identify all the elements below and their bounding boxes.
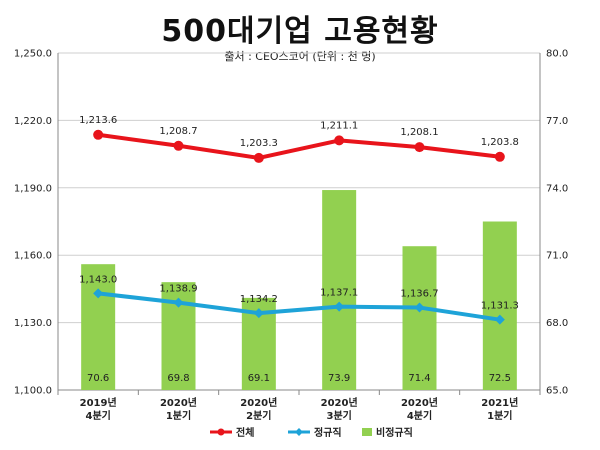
data-point [414,142,425,153]
bar [402,246,437,390]
legend-marker [217,428,225,436]
right-tick-label: 77.0 [546,116,568,127]
bar-value-label: 70.6 [87,373,109,384]
bar-value-label: 71.4 [408,373,430,384]
data-point [253,308,264,319]
data-label: 1,137.1 [320,288,358,299]
legend-label: 정규직 [314,426,342,439]
x-tick-label: 2021년 [481,396,518,409]
data-point [93,288,104,299]
data-point [494,314,505,325]
left-tick-label: 1,130.0 [14,318,52,329]
data-point [334,301,345,312]
x-tick-label: 1분기 [487,409,512,422]
x-tick-label: 2020년 [160,396,197,409]
right-tick-label: 71.0 [546,251,568,262]
legend-marker [295,428,303,436]
bar-value-label: 72.5 [489,373,511,384]
data-point [414,302,425,313]
bar-value-label: 69.1 [248,373,270,384]
data-point [494,151,505,162]
data-label: 1,143.0 [79,274,117,285]
data-label: 1,208.7 [159,126,197,137]
legend-label: 전체 [236,426,254,439]
data-point [93,129,104,140]
x-tick-label: 2020년 [240,396,277,409]
data-point [334,135,345,146]
bar-value-label: 73.9 [328,373,350,384]
right-tick-label: 65.0 [546,386,568,397]
bar [81,264,116,390]
right-tick-label: 68.0 [546,318,568,329]
bar [322,190,357,390]
data-label: 1,203.8 [481,137,519,148]
data-label: 1,211.1 [320,120,358,131]
x-tick-label: 2020년 [321,396,358,409]
data-point [173,297,184,308]
left-tick-label: 1,160.0 [14,251,52,262]
data-label: 1,208.1 [400,127,438,138]
data-point [253,152,264,163]
left-tick-label: 1,250.0 [14,49,52,60]
series-line [97,132,501,160]
data-label: 1,134.2 [240,294,278,305]
data-point [173,140,184,151]
left-tick-label: 1,100.0 [14,386,52,397]
x-tick-label: 2020년 [401,396,438,409]
chart-title: 500대기업 고용현황 [161,14,439,49]
data-label: 1,203.3 [240,138,278,149]
data-label: 1,131.3 [481,301,519,312]
right-tick-label: 74.0 [546,183,568,194]
legend-bar-swatch [362,428,372,436]
data-label: 1,136.7 [400,289,438,300]
right-tick-label: 80.0 [546,49,568,60]
x-tick-label: 4분기 [407,409,432,422]
x-tick-label: 2분기 [246,409,271,422]
x-tick-label: 4분기 [85,409,110,422]
left-tick-label: 1,190.0 [14,183,52,194]
x-tick-label: 1분기 [166,409,191,422]
data-label: 1,138.9 [159,284,197,295]
legend-label: 비정규직 [376,426,413,439]
bar-value-label: 69.8 [167,373,189,384]
data-label: 1,213.6 [79,115,117,126]
left-tick-label: 1,220.0 [14,116,52,127]
bar [482,221,517,390]
x-tick-label: 3분기 [326,409,351,422]
series-line [97,291,501,322]
x-tick-label: 2019년 [80,396,117,409]
